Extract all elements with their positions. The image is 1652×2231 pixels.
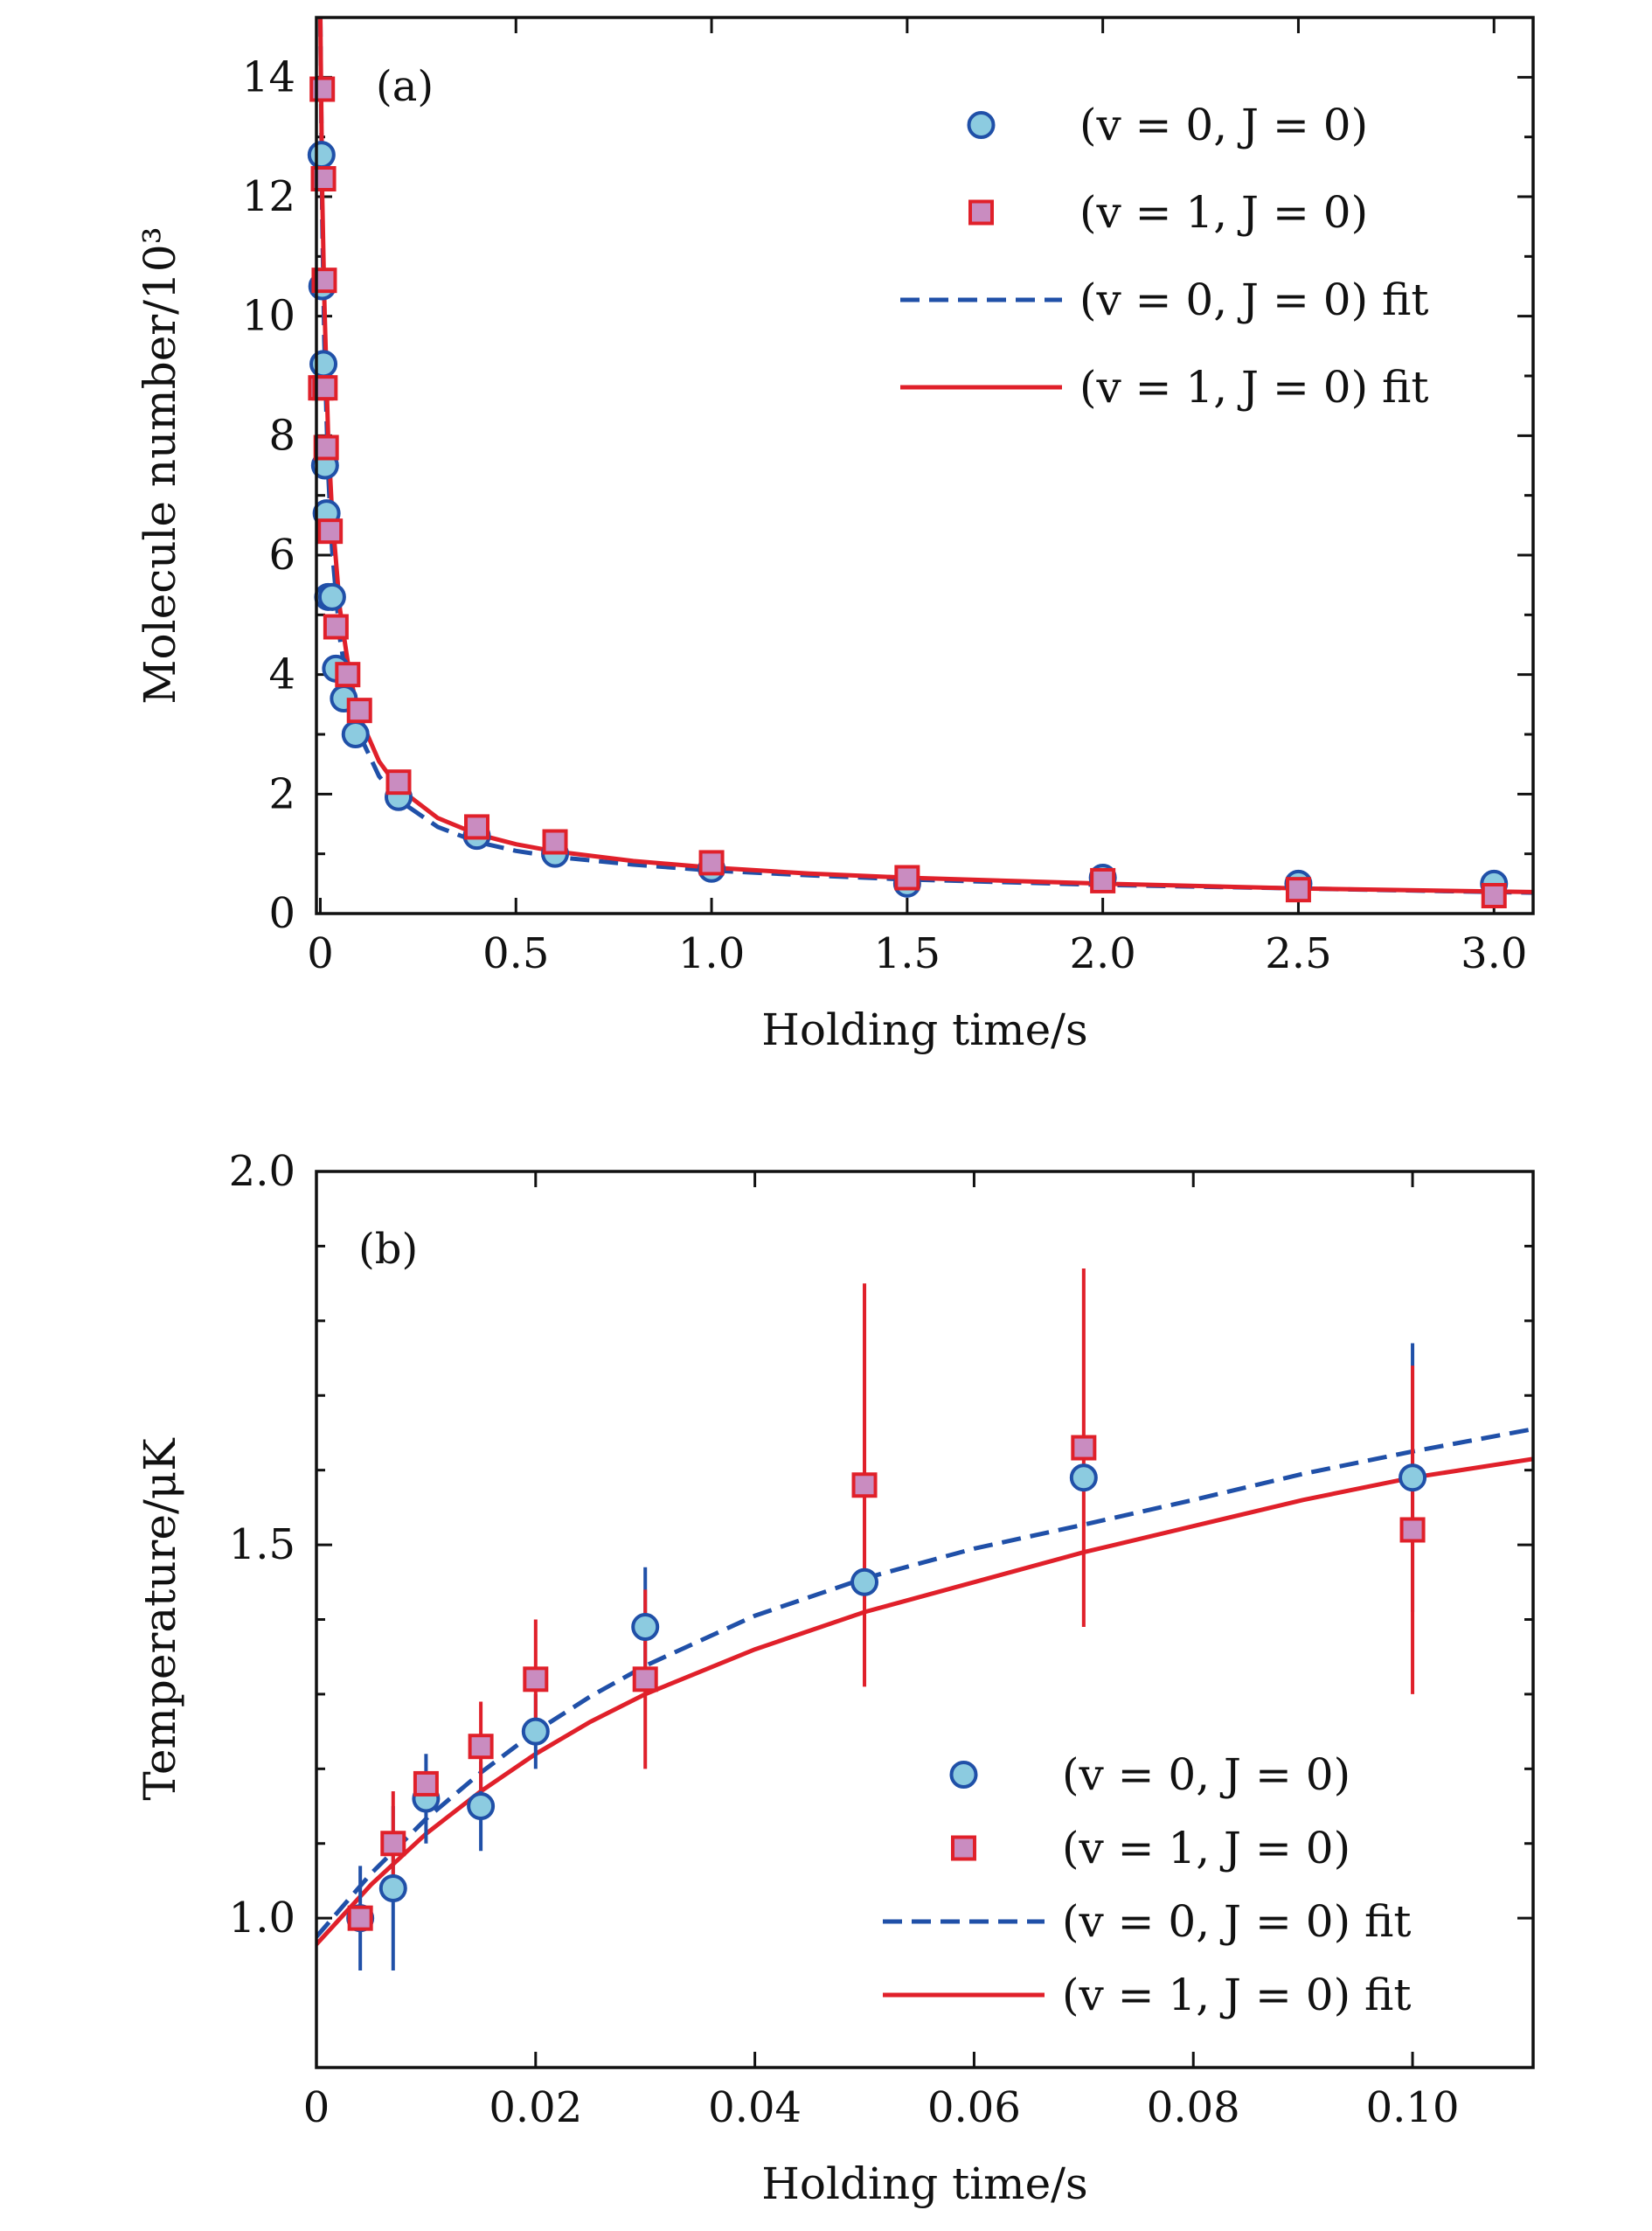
panel-label: (a) bbox=[376, 62, 434, 111]
data-point-v1 bbox=[335, 662, 361, 688]
legend-entry: (v = 0, J = 0) bbox=[1079, 100, 1368, 150]
y-tick-label: 1.0 bbox=[229, 1894, 295, 1943]
x-tick-label: 0.02 bbox=[489, 2083, 582, 2132]
data-point-v1 bbox=[698, 850, 725, 876]
legend-marker-square bbox=[951, 1835, 976, 1861]
panel-b: 0 0.02 0.04 0.06 0.08 0.10 1.0 1.5 2.0 Holding ti… bbox=[135, 1147, 1535, 2209]
x-tick-label: 0.5 bbox=[482, 929, 549, 978]
x-tick-label: 0.06 bbox=[927, 2083, 1021, 2132]
y-axis-title: Temperature/μK bbox=[135, 1437, 185, 1801]
data-point-v1 bbox=[1071, 1435, 1097, 1461]
data-point-v1 bbox=[464, 814, 490, 840]
data-point-v0 bbox=[1069, 1463, 1098, 1492]
x-tick-label: 2.0 bbox=[1069, 929, 1135, 978]
data-point-v1 bbox=[309, 76, 336, 102]
x-tick-label: 0 bbox=[307, 929, 334, 978]
data-point-v0 bbox=[850, 1567, 879, 1596]
data-point-v1 bbox=[385, 769, 412, 796]
fit-line-v1 bbox=[316, 1456, 1533, 1946]
data-point-v1 bbox=[347, 1905, 373, 1931]
y-tick-label: 6 bbox=[268, 531, 295, 580]
data-point-v0 bbox=[467, 1792, 496, 1821]
data-point-v1 bbox=[542, 829, 568, 855]
y-tick-label: 2 bbox=[268, 769, 295, 818]
y-axis-title: Molecule number/10³ bbox=[135, 226, 185, 704]
legend: (v = 0, J = 0) (v = 1, J = 0) (v = 0, J = … bbox=[900, 100, 1428, 413]
data-point-v1 bbox=[1090, 867, 1116, 893]
legend-entry: (v = 1, J = 0) bbox=[1062, 1823, 1350, 1873]
data-point-v1 bbox=[413, 1770, 439, 1797]
panel-label: (b) bbox=[358, 1225, 418, 1274]
x-tick-label: 2.5 bbox=[1265, 929, 1331, 978]
x-tick-label: 1.5 bbox=[874, 929, 941, 978]
y-tick-label: 8 bbox=[268, 411, 295, 460]
data-point-v0 bbox=[521, 1717, 550, 1746]
data-point-v0 bbox=[631, 1613, 660, 1642]
y-tick-label: 4 bbox=[268, 650, 295, 699]
plot-frame bbox=[315, 1170, 1535, 2069]
data-point-v1 bbox=[313, 434, 339, 461]
y-tick-label: 2.0 bbox=[229, 1147, 295, 1196]
panel-a: 0 0.5 1.0 1.5 2.0 2.5 3.0 0 2 4 6 8 10 12 14 Holding ti… bbox=[135, 16, 1535, 1055]
data-point-v1 bbox=[1285, 877, 1311, 903]
data-point-v1 bbox=[632, 1666, 658, 1692]
x-tick-label: 0.08 bbox=[1147, 2083, 1240, 2132]
plot-frame bbox=[315, 16, 1535, 915]
legend-entry: (v = 1, J = 0) fit bbox=[1079, 362, 1428, 413]
y-tick-label: 0 bbox=[268, 889, 295, 938]
data-point-v1 bbox=[894, 865, 920, 891]
legend-marker-circle bbox=[967, 111, 996, 139]
legend: (v = 0, J = 0) (v = 1, J = 0) (v = 0, J = … bbox=[883, 1749, 1411, 2020]
data-point-v0 bbox=[1399, 1463, 1427, 1492]
y-tick-label: 1.5 bbox=[229, 1520, 295, 1569]
data-point-v1 bbox=[346, 698, 372, 724]
x-tick-label: 0.10 bbox=[1366, 2083, 1460, 2132]
legend-marker-square bbox=[968, 199, 994, 226]
data-point-v0 bbox=[307, 141, 336, 170]
data-point-v1 bbox=[468, 1734, 494, 1760]
y-tick-label: 10 bbox=[242, 292, 295, 341]
x-axis-title: Holding time/s bbox=[761, 2158, 1087, 2209]
y-tick-label: 12 bbox=[242, 172, 295, 221]
fit-line-v0 bbox=[316, 1427, 1533, 1939]
legend-entry: (v = 0, J = 0) bbox=[1062, 1749, 1350, 1800]
data-point-v0 bbox=[378, 1874, 407, 1902]
data-point-v0 bbox=[341, 720, 370, 748]
x-tick-label: 3.0 bbox=[1461, 929, 1527, 978]
legend-entry: (v = 1, J = 0) fit bbox=[1062, 1970, 1411, 2020]
data-point-v1 bbox=[523, 1666, 549, 1692]
data-point-v1 bbox=[851, 1472, 878, 1498]
x-tick-label: 1.0 bbox=[678, 929, 745, 978]
data-point-v1 bbox=[1481, 883, 1507, 908]
legend-entry: (v = 1, J = 0) bbox=[1079, 187, 1368, 238]
data-point-v0 bbox=[317, 582, 346, 611]
x-tick-label: 0 bbox=[303, 2083, 330, 2132]
legend-marker-circle bbox=[949, 1761, 978, 1789]
legend-entry: (v = 0, J = 0) fit bbox=[1062, 1896, 1411, 1947]
legend-entry: (v = 0, J = 0) fit bbox=[1079, 275, 1428, 325]
data-point-v1 bbox=[317, 518, 344, 545]
x-axis-title: Holding time/s bbox=[761, 1004, 1087, 1055]
data-point-v1 bbox=[1399, 1517, 1426, 1543]
y-tick-label: 14 bbox=[242, 52, 295, 101]
data-point-v1 bbox=[323, 614, 349, 640]
x-tick-label: 0.04 bbox=[708, 2083, 802, 2132]
data-point-v1 bbox=[380, 1831, 406, 1857]
